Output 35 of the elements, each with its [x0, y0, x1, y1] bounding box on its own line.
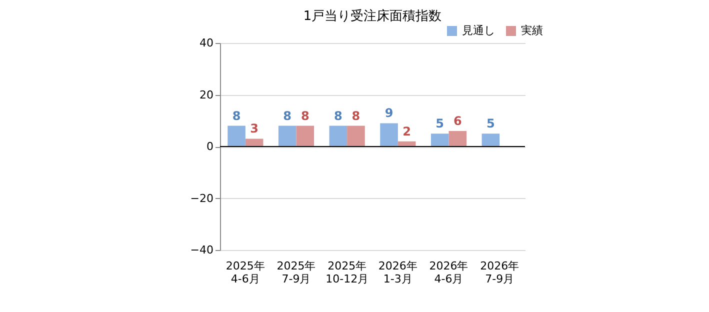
bar [278, 126, 296, 146]
chart-title: 1戸当り受注床面積指数 [303, 9, 442, 24]
y-tick-label: −40 [190, 244, 214, 256]
y-tick-label: −20 [190, 192, 214, 205]
x-tick-label: 2026年 4-6月 [429, 260, 468, 286]
bar [380, 123, 398, 146]
bar [329, 126, 348, 146]
bar [245, 138, 264, 146]
legend-label: 見通し [462, 24, 495, 37]
data-label: 5 [436, 116, 444, 131]
bar [296, 126, 314, 146]
legend-label: 実績 [521, 24, 543, 37]
bar [228, 126, 246, 146]
x-tick-label: 2025年 4-6月 [226, 260, 265, 286]
bar [347, 126, 365, 146]
bar [430, 134, 449, 146]
data-label: 3 [250, 122, 258, 136]
bar [482, 134, 500, 146]
x-tick-label: 2025年 7-9月 [276, 260, 316, 286]
data-label: 8 [300, 108, 310, 123]
data-label: 8 [232, 108, 241, 123]
y-tick-label: 20 [200, 88, 214, 102]
data-label: 8 [352, 108, 360, 123]
data-label: 2 [402, 124, 411, 138]
x-tick-label: 2026年 7-9月 [480, 260, 520, 286]
data-label: 6 [453, 114, 462, 128]
y-tick-label: 40 [200, 36, 214, 50]
x-tick-label: 2025年 10-12月 [326, 260, 369, 286]
data-label: 8 [283, 108, 292, 123]
bar [448, 130, 467, 146]
x-tick-label: 2026年 1-3月 [378, 260, 418, 286]
data-label: 8 [334, 108, 342, 123]
y-tick-label: 0 [206, 140, 214, 153]
data-label: 5 [486, 116, 495, 131]
data-label: 9 [384, 106, 394, 120]
